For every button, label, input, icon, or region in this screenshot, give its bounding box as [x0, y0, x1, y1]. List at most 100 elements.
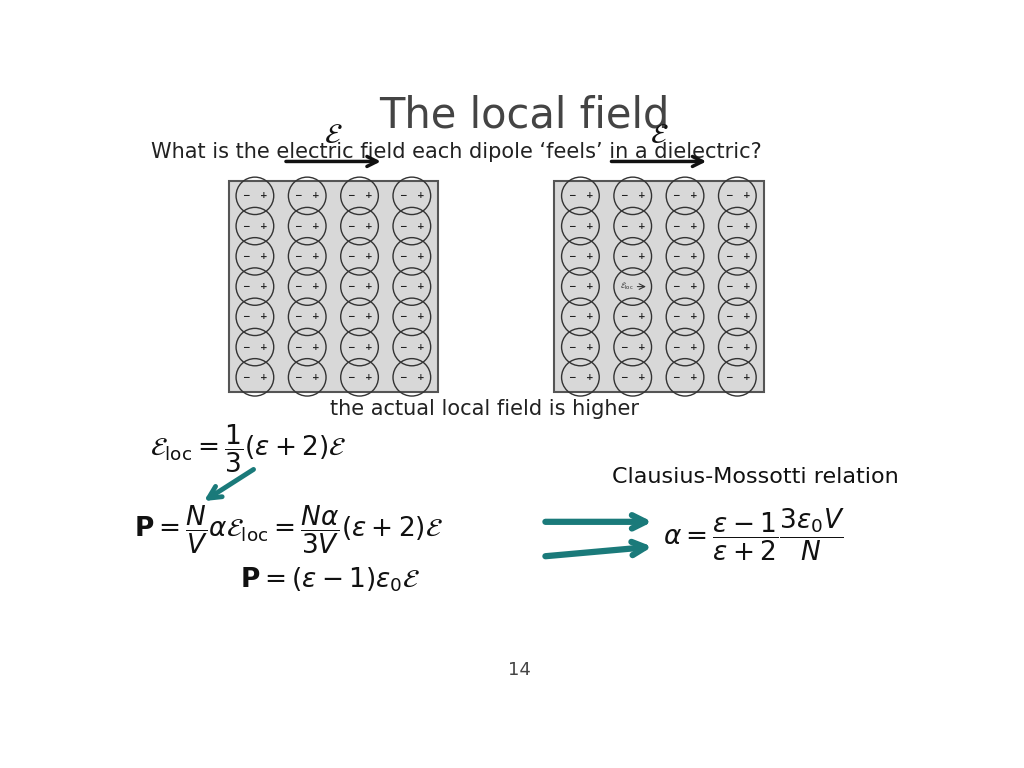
- Text: −: −: [725, 282, 732, 291]
- Text: +: +: [690, 191, 698, 200]
- Text: −: −: [620, 191, 628, 200]
- Text: +: +: [260, 222, 267, 230]
- Text: −: −: [242, 282, 250, 291]
- Text: +: +: [638, 343, 645, 352]
- Text: +: +: [365, 191, 373, 200]
- Text: −: −: [620, 252, 628, 261]
- Text: −: −: [295, 191, 302, 200]
- Text: −: −: [725, 343, 732, 352]
- Text: What is the electric field each dipole ‘feels’ in a dielectric?: What is the electric field each dipole ‘…: [152, 142, 762, 162]
- Text: −: −: [347, 313, 354, 321]
- Text: The local field: The local field: [380, 94, 670, 136]
- Text: −: −: [725, 222, 732, 230]
- Text: +: +: [742, 372, 751, 382]
- Text: −: −: [347, 282, 354, 291]
- Text: +: +: [690, 222, 698, 230]
- Text: −: −: [242, 372, 250, 382]
- Text: −: −: [620, 343, 628, 352]
- Text: −: −: [672, 252, 680, 261]
- Text: −: −: [347, 222, 354, 230]
- Text: +: +: [742, 313, 751, 321]
- Text: −: −: [242, 252, 250, 261]
- Text: +: +: [365, 372, 373, 382]
- Text: −: −: [242, 191, 250, 200]
- Text: −: −: [620, 313, 628, 321]
- Text: +: +: [260, 191, 267, 200]
- Text: −: −: [399, 222, 407, 230]
- Text: +: +: [312, 282, 321, 291]
- Text: −: −: [567, 313, 575, 321]
- Text: −: −: [295, 252, 302, 261]
- Text: −: −: [347, 372, 354, 382]
- Text: −: −: [672, 372, 680, 382]
- Text: −: −: [347, 252, 354, 261]
- Text: +: +: [742, 191, 751, 200]
- Text: +: +: [742, 222, 751, 230]
- Text: +: +: [312, 222, 321, 230]
- Text: +: +: [417, 313, 425, 321]
- Text: +: +: [365, 343, 373, 352]
- Text: −: −: [725, 372, 732, 382]
- Text: −: −: [672, 343, 680, 352]
- Text: −: −: [725, 313, 732, 321]
- Text: +: +: [365, 252, 373, 261]
- Text: +: +: [690, 343, 698, 352]
- Text: +: +: [638, 313, 645, 321]
- Text: −: −: [295, 313, 302, 321]
- Text: −: −: [399, 252, 407, 261]
- Text: −: −: [725, 191, 732, 200]
- Text: +: +: [690, 313, 698, 321]
- Text: −: −: [567, 222, 575, 230]
- Text: +: +: [742, 343, 751, 352]
- Text: −: −: [399, 372, 407, 382]
- Text: +: +: [586, 313, 593, 321]
- Text: +: +: [312, 252, 321, 261]
- Text: +: +: [365, 282, 373, 291]
- Text: $\mathbf{P} = \dfrac{N}{V}\alpha\boldsymbol{\mathcal{E}}_{\mathrm{loc}} = \dfrac: $\mathbf{P} = \dfrac{N}{V}\alpha\boldsym…: [134, 503, 443, 555]
- Text: +: +: [690, 252, 698, 261]
- Text: −: −: [567, 343, 575, 352]
- Text: 14: 14: [508, 660, 530, 679]
- Text: −: −: [620, 222, 628, 230]
- Text: +: +: [365, 222, 373, 230]
- Text: +: +: [638, 252, 645, 261]
- Text: +: +: [638, 222, 645, 230]
- Text: +: +: [586, 191, 593, 200]
- Text: +: +: [638, 372, 645, 382]
- Text: −: −: [399, 313, 407, 321]
- Text: −: −: [295, 343, 302, 352]
- Text: $\mathcal{E}_{\mathrm{loc}}$: $\mathcal{E}_{\mathrm{loc}}$: [621, 281, 634, 293]
- Text: −: −: [399, 191, 407, 200]
- Text: −: −: [725, 252, 732, 261]
- Text: +: +: [417, 343, 425, 352]
- Text: +: +: [742, 252, 751, 261]
- Text: +: +: [312, 372, 321, 382]
- Text: +: +: [586, 282, 593, 291]
- Text: $\alpha = \dfrac{\epsilon - 1}{\epsilon + 2}\dfrac{3\epsilon_0 V}{N}$: $\alpha = \dfrac{\epsilon - 1}{\epsilon …: [663, 507, 845, 563]
- Text: +: +: [260, 313, 267, 321]
- Text: +: +: [417, 222, 425, 230]
- Text: +: +: [417, 372, 425, 382]
- Text: +: +: [312, 313, 321, 321]
- Text: +: +: [312, 343, 321, 352]
- Text: −: −: [295, 222, 302, 230]
- Text: $\mathcal{E}$: $\mathcal{E}$: [649, 121, 669, 149]
- Text: −: −: [672, 282, 680, 291]
- Text: −: −: [399, 343, 407, 352]
- Text: −: −: [347, 191, 354, 200]
- Text: +: +: [586, 222, 593, 230]
- Text: +: +: [690, 282, 698, 291]
- Text: $\mathbf{P} = (\epsilon - 1)\epsilon_0\boldsymbol{\mathcal{E}}$: $\mathbf{P} = (\epsilon - 1)\epsilon_0\b…: [241, 565, 421, 594]
- Text: −: −: [567, 372, 575, 382]
- Text: $\mathcal{E}$: $\mathcal{E}$: [324, 121, 343, 149]
- Text: −: −: [567, 282, 575, 291]
- Text: −: −: [295, 372, 302, 382]
- Text: Clausius-Mossotti relation: Clausius-Mossotti relation: [612, 467, 899, 487]
- Text: −: −: [567, 252, 575, 261]
- Text: −: −: [242, 222, 250, 230]
- Text: −: −: [672, 222, 680, 230]
- Text: −: −: [620, 372, 628, 382]
- Text: +: +: [260, 372, 267, 382]
- Text: +: +: [260, 252, 267, 261]
- Text: +: +: [586, 252, 593, 261]
